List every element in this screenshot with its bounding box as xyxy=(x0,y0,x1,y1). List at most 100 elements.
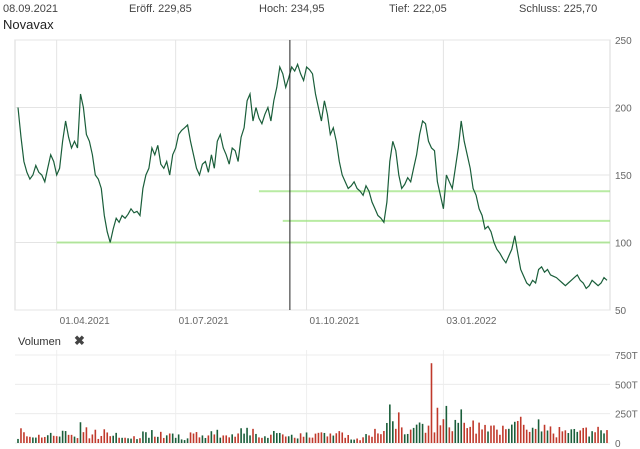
volume-bar xyxy=(522,424,525,443)
volume-bar xyxy=(433,432,436,443)
volume-bar xyxy=(454,419,457,443)
volume-bar xyxy=(403,434,406,443)
volume-bar xyxy=(394,428,397,443)
volume-bar xyxy=(430,363,433,443)
volume-bar xyxy=(472,420,474,443)
volume-bar xyxy=(540,431,543,443)
volume-bar xyxy=(106,432,109,443)
volume-bar xyxy=(109,436,112,443)
volume-bar xyxy=(603,433,605,443)
volume-bar xyxy=(162,437,165,443)
volume-bar xyxy=(338,431,341,443)
volume-bar xyxy=(493,425,495,443)
volume-bar xyxy=(496,429,498,443)
price-y-tick-label: 200 xyxy=(615,104,632,115)
price-x-tick-label: 01.07.2021 xyxy=(179,316,229,327)
volume-bar xyxy=(326,436,329,443)
volume-bar xyxy=(35,437,37,443)
volume-bar xyxy=(278,432,281,443)
volume-bar xyxy=(136,439,138,443)
volume-bar xyxy=(82,432,85,443)
volume-bar xyxy=(392,421,394,443)
volume-bar xyxy=(70,434,73,443)
volume-bar xyxy=(457,422,460,443)
volume-bar xyxy=(558,427,561,443)
volume-bar xyxy=(418,422,421,443)
price-x-tick-label: 01.04.2021 xyxy=(60,316,110,327)
volume-bar xyxy=(400,427,403,443)
volume-bar xyxy=(415,424,418,443)
volume-bar xyxy=(389,404,391,443)
volume-bar xyxy=(168,433,171,443)
volume-bar xyxy=(525,429,528,443)
volume-bar xyxy=(64,431,67,443)
volume-bar xyxy=(76,438,79,443)
volume-bar xyxy=(356,438,358,443)
volume-y-tick-label: 750T xyxy=(615,351,638,362)
volume-bar xyxy=(79,422,82,443)
header-date: 08.09.2021 xyxy=(3,3,59,15)
volume-bar xyxy=(29,436,31,443)
volume-bar xyxy=(516,420,519,443)
volume-bar xyxy=(213,434,216,443)
price-y-tick-label: 100 xyxy=(615,239,632,250)
volume-bar xyxy=(561,431,564,443)
volume-bar xyxy=(148,437,150,443)
volume-bar xyxy=(219,437,222,443)
volume-bar xyxy=(511,424,513,443)
volume-bar xyxy=(537,419,540,443)
volume-bar xyxy=(273,430,275,443)
volume-bar xyxy=(591,431,593,443)
close-icon[interactable]: ✖ xyxy=(74,333,85,348)
volume-bar xyxy=(365,434,367,443)
volume-bar xyxy=(133,436,135,443)
volume-bar xyxy=(320,432,323,443)
volume-bar xyxy=(502,425,504,443)
volume-bar xyxy=(546,430,549,443)
volume-bar xyxy=(270,434,272,443)
volume-bar xyxy=(23,432,25,443)
volume-bar xyxy=(130,438,132,443)
price-y-tick-label: 250 xyxy=(615,36,632,47)
volume-bar xyxy=(406,433,409,443)
volume-bar xyxy=(52,435,55,443)
volume-label: Volumen xyxy=(18,336,61,348)
volume-bar xyxy=(85,427,88,443)
volume-bar xyxy=(243,433,245,443)
volume-bar xyxy=(249,435,251,443)
volume-bar xyxy=(481,429,483,443)
volume-bar xyxy=(299,433,302,443)
volume-bar xyxy=(519,416,522,443)
volume-bar xyxy=(46,435,49,443)
volume-bar xyxy=(240,428,242,443)
header-open: Eröff. 229,85 xyxy=(129,3,192,15)
volume-bar xyxy=(424,432,427,443)
volume-bar xyxy=(261,437,263,443)
volume-bar xyxy=(508,428,510,443)
volume-bar xyxy=(600,430,602,443)
volume-bar xyxy=(189,432,192,443)
volume-bar xyxy=(305,432,308,443)
volume-bar xyxy=(460,409,463,443)
volume-bar xyxy=(290,434,293,443)
volume-bar xyxy=(505,429,507,443)
volume-bar xyxy=(154,436,156,443)
volume-bar xyxy=(412,427,415,443)
volume-bar xyxy=(570,429,573,443)
volume-bar xyxy=(177,434,180,443)
volume-bar xyxy=(55,436,58,443)
volume-bar xyxy=(157,436,159,443)
volume-bar xyxy=(436,407,439,443)
price-x-tick-label: 01.10.2021 xyxy=(310,316,360,327)
volume-bar xyxy=(552,433,555,443)
volume-bar xyxy=(195,432,198,443)
volume-bar xyxy=(264,436,266,443)
chart-title: Novavax xyxy=(3,17,54,32)
volume-bar xyxy=(20,428,22,443)
volume-bar xyxy=(588,436,590,443)
volume-bar xyxy=(100,435,103,443)
volume-bar xyxy=(198,437,201,443)
header-low: Tief: 222,05 xyxy=(389,3,447,15)
volume-bar xyxy=(332,435,335,443)
